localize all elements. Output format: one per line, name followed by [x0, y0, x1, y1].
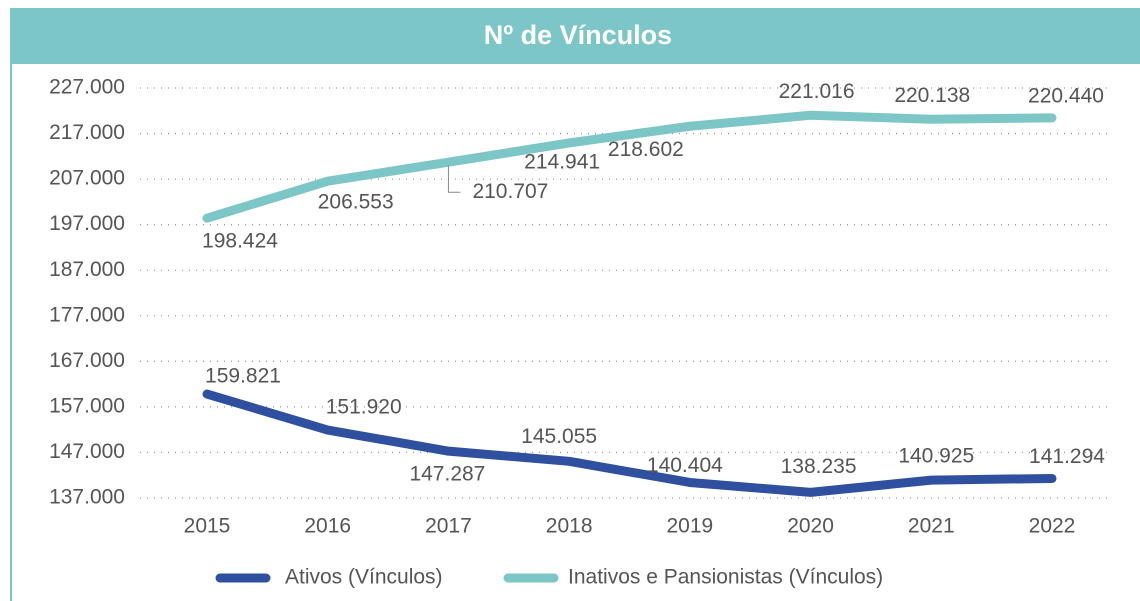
x-tick-label: 2022 [1029, 515, 1076, 538]
line-series [202, 389, 1057, 497]
leader-line [447, 165, 461, 193]
data-label: 218.602 [608, 138, 684, 161]
data-label: 145.055 [521, 425, 597, 448]
data-label: 198.424 [202, 230, 278, 253]
x-tick-label: 2016 [304, 515, 351, 538]
data-label: 210.707 [472, 180, 548, 203]
y-tick-label: 157.000 [49, 394, 125, 417]
y-tick-label: 207.000 [49, 167, 125, 190]
title-band [10, 8, 1140, 64]
data-label: 159.821 [205, 365, 281, 388]
x-tick-label: 2019 [666, 515, 713, 538]
data-label: 214.941 [524, 150, 600, 173]
y-tick-label: 167.000 [49, 349, 125, 372]
data-label: 220.440 [1028, 84, 1104, 107]
data-label: 140.925 [898, 445, 974, 468]
x-tick-label: 2015 [184, 515, 231, 538]
y-tick-label: 197.000 [49, 212, 125, 235]
data-label: 206.553 [318, 191, 394, 214]
legend-label: Ativos (Vínculos) [285, 566, 443, 589]
data-label: 141.294 [1029, 445, 1105, 468]
y-tick-label: 227.000 [49, 76, 125, 99]
y-tick-label: 217.000 [49, 121, 125, 144]
y-tick-label: 177.000 [49, 303, 125, 326]
data-label: 220.138 [894, 84, 970, 107]
y-tick-label: 137.000 [49, 486, 125, 509]
chart-title: Nº de Vínculos [484, 20, 672, 50]
data-label: 138.235 [781, 455, 857, 478]
x-tick-label: 2017 [425, 515, 472, 538]
x-tick-label: 2018 [546, 515, 593, 538]
data-label: 140.404 [647, 454, 723, 477]
x-tick-label: 2021 [908, 515, 955, 538]
data-label: 151.920 [326, 396, 402, 419]
legend-label: Inativos e Pansionistas (Vínculos) [568, 566, 883, 589]
y-tick-label: 187.000 [49, 258, 125, 281]
data-label: 147.287 [409, 463, 485, 486]
y-tick-label: 147.000 [49, 440, 125, 463]
data-label: 221.016 [779, 80, 855, 103]
x-tick-label: 2020 [787, 515, 834, 538]
line-series [202, 110, 1057, 223]
